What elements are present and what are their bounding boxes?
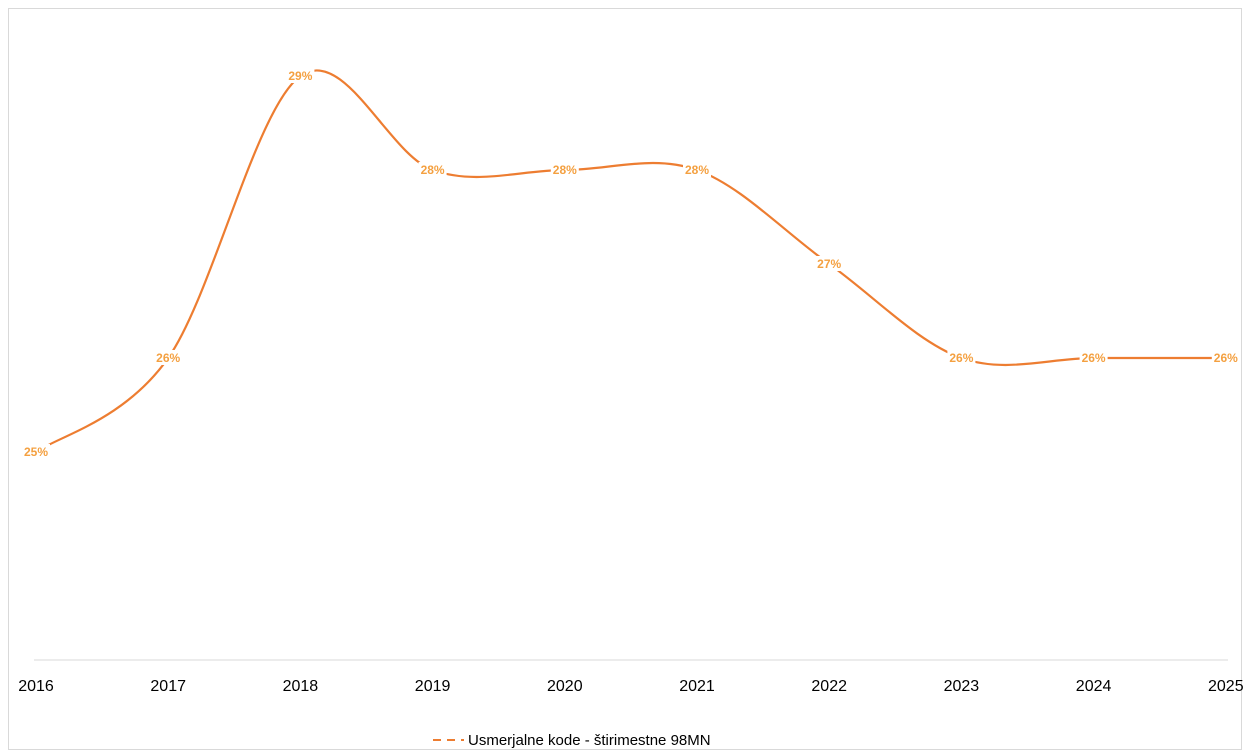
- legend: Usmerjalne kode - štirimestne 98MN: [433, 732, 711, 749]
- data-label-background: [683, 162, 711, 177]
- data-label-background: [418, 162, 447, 177]
- data-label: 28%: [421, 163, 445, 177]
- x-tick-label: 2024: [1076, 678, 1112, 695]
- chart-frame: [8, 8, 1242, 750]
- data-label-background: [286, 68, 315, 83]
- x-tick-labels: 2016 2017 2018 2019 2020 2021 2022 2023 2024 2025: [18, 678, 1243, 695]
- data-label-group: 28%: [683, 162, 711, 177]
- data-labels-layer: 25% 26% 29% 28% 28% 28% 27% 26% 26% 26%: [22, 68, 1240, 459]
- data-label-group: 26%: [1079, 350, 1108, 365]
- series-line: [35, 69, 1226, 453]
- data-label-background: [22, 444, 50, 459]
- x-tick-label: 2025: [1208, 678, 1244, 695]
- data-label-background: [1079, 350, 1108, 365]
- data-label-group: 27%: [815, 256, 844, 271]
- data-label-group: 25%: [22, 444, 50, 459]
- x-tick-label: 2023: [944, 678, 980, 695]
- data-label: 27%: [817, 257, 841, 271]
- data-label-group: 28%: [418, 162, 447, 177]
- x-tick-label: 2019: [415, 678, 451, 695]
- data-label: 26%: [1082, 351, 1106, 365]
- x-tick-label: 2018: [283, 678, 319, 695]
- legend-label: Usmerjalne kode - štirimestne 98MN: [468, 732, 711, 749]
- x-tick-label: 2022: [811, 678, 847, 695]
- data-label: 29%: [288, 69, 312, 83]
- x-tick-label: 2020: [547, 678, 583, 695]
- data-label-background: [550, 162, 579, 177]
- data-label-group: 26%: [947, 350, 976, 365]
- x-tick-label: 2017: [150, 678, 186, 695]
- data-label: 25%: [24, 445, 48, 459]
- data-label-group: 29%: [286, 68, 315, 83]
- data-label-group: 26%: [154, 350, 183, 365]
- x-tick-label: 2016: [18, 678, 54, 695]
- series-layer: [35, 69, 1226, 453]
- data-label: 28%: [553, 163, 577, 177]
- data-label-background: [815, 256, 844, 271]
- data-label-background: [947, 350, 976, 365]
- data-label: 26%: [156, 351, 180, 365]
- data-label-background: [1211, 350, 1240, 365]
- data-label-group: 28%: [550, 162, 579, 177]
- data-label-group: 26%: [1211, 350, 1240, 365]
- x-tick-label: 2021: [679, 678, 715, 695]
- data-label: 26%: [1214, 351, 1238, 365]
- data-label-background: [154, 350, 183, 365]
- data-label: 28%: [685, 163, 709, 177]
- data-label: 26%: [949, 351, 973, 365]
